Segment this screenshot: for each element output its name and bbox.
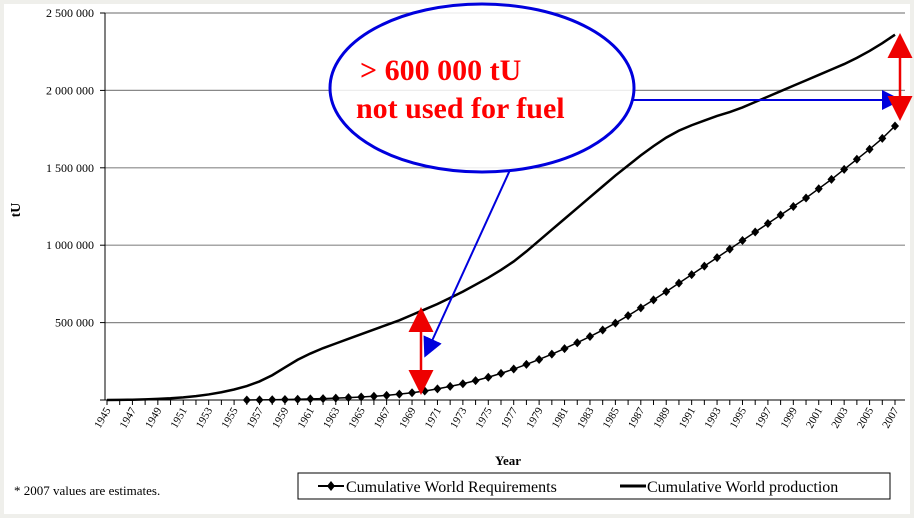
requirements-point — [789, 202, 798, 211]
y-tick-label: 2 500 000 — [46, 6, 94, 20]
requirements-point — [255, 395, 264, 405]
requirements-point — [522, 359, 531, 369]
requirements-point — [319, 394, 328, 404]
requirements-point — [446, 381, 455, 391]
requirements-point — [776, 210, 785, 220]
requirements-point — [891, 121, 899, 131]
legend-production-label: Cumulative World production — [647, 479, 838, 496]
requirements-point — [802, 193, 811, 203]
requirements-point — [763, 219, 772, 229]
requirements-point — [509, 364, 518, 374]
requirements-point — [331, 393, 340, 403]
callout-line1: > 600 000 tU — [360, 54, 521, 87]
y-tick-label: 500 000 — [55, 316, 94, 330]
requirements-point — [814, 184, 823, 194]
requirements-line — [246, 125, 896, 401]
requirements-point — [306, 394, 315, 404]
requirements-point — [484, 372, 493, 382]
callout-ellipse — [328, 2, 636, 174]
requirements-point — [611, 318, 620, 328]
x-axis-label: Year — [495, 453, 521, 468]
requirements-point — [700, 261, 709, 271]
requirements-point — [751, 227, 760, 237]
requirements-point — [560, 344, 569, 354]
requirements-point — [598, 325, 607, 335]
requirements-point — [573, 338, 582, 348]
requirements-point — [624, 311, 633, 321]
legend-requirements-label: Cumulative World Requirements — [346, 479, 557, 496]
requirements-point — [687, 270, 696, 280]
y-axis-label: tU — [9, 203, 24, 218]
requirements-point — [713, 253, 722, 263]
requirements-point — [433, 384, 442, 394]
requirements-point — [827, 174, 836, 184]
y-tick-label: 1 500 000 — [46, 161, 94, 175]
footnote: * 2007 values are estimates. — [14, 483, 160, 498]
requirements-point — [649, 295, 658, 305]
requirements-point — [852, 154, 861, 164]
requirements-point — [674, 278, 683, 288]
requirements-point — [497, 368, 505, 378]
production-line — [106, 33, 896, 402]
requirements-point — [344, 393, 353, 403]
requirements-point — [636, 303, 645, 313]
y-tick-label: 1 000 000 — [46, 238, 94, 252]
legend-diamond-marker — [327, 481, 335, 491]
requirements-point — [357, 392, 366, 402]
requirements-point — [738, 236, 747, 246]
requirements-point — [395, 389, 404, 399]
requirements-point — [369, 391, 378, 401]
legend: Cumulative World Requirements Cumulative… — [297, 472, 891, 500]
requirements-point — [878, 133, 887, 143]
requirements-point — [382, 390, 391, 400]
requirements-point — [662, 287, 671, 297]
callout-line2: not used for fuel — [356, 92, 565, 125]
requirements-point — [547, 349, 556, 359]
requirements-point — [725, 244, 734, 254]
requirements-point — [535, 354, 544, 364]
requirements-point — [293, 394, 302, 404]
requirements-point — [268, 395, 277, 405]
y-tick-label: 2 000 000 — [46, 83, 94, 97]
requirements-point — [471, 376, 480, 386]
callout-arrow-1970 — [423, 169, 511, 358]
requirements-point — [865, 144, 874, 154]
requirements-point — [840, 164, 849, 174]
requirements-point — [280, 395, 289, 405]
requirements-point — [585, 332, 594, 342]
requirements-point — [458, 379, 467, 389]
requirements-point — [242, 395, 251, 405]
